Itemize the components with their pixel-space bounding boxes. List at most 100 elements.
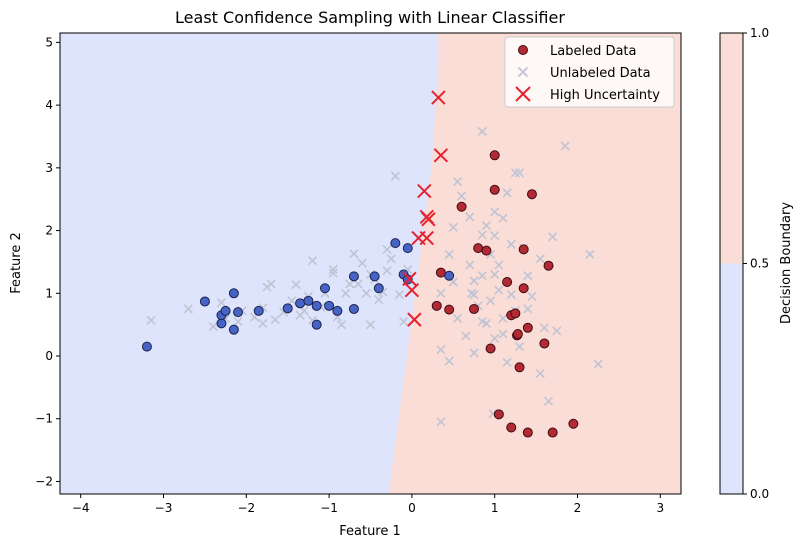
unlabeled-point: [374, 294, 384, 305]
colorbar-label: Decision Boundary: [779, 202, 794, 324]
x-tick-label: −2: [237, 501, 255, 515]
unlabeled-point: [448, 222, 458, 233]
labeled-point: [444, 304, 455, 315]
unlabeled-point: [208, 321, 218, 332]
labeled-point: [319, 283, 330, 294]
labeled-point: [539, 338, 550, 349]
labeled-point: [141, 341, 152, 352]
unlabeled-point: [307, 256, 318, 266]
unlabeled-point: [490, 269, 500, 280]
unlabeled-point: [365, 320, 376, 330]
labeled-point: [233, 307, 244, 318]
high-uncertainty-point: [421, 212, 436, 227]
legend-marker-unlabeled: [517, 66, 529, 78]
labeled-point: [568, 418, 579, 429]
unlabeled-point: [502, 188, 512, 198]
unlabeled-point: [527, 291, 537, 301]
unlabeled-point: [444, 356, 454, 366]
x-axis-label: Feature 1: [339, 524, 401, 539]
x-tick-label: −1: [320, 501, 338, 515]
labeled-point: [311, 300, 322, 311]
labeled-point: [431, 300, 442, 311]
labeled-point: [295, 298, 306, 309]
y-tick-label: −2: [35, 474, 53, 488]
legend-label-labeled: Labeled Data: [550, 44, 637, 59]
unlabeled-point: [469, 289, 479, 300]
unlabeled-point: [543, 396, 554, 406]
unlabeled-point: [498, 213, 508, 223]
colorbar-ticks: 0.0 0.5 1.0: [743, 26, 769, 501]
labeled-point: [502, 277, 513, 288]
labeled-point: [456, 201, 467, 212]
unlabeled-point: [477, 230, 487, 240]
unlabeled-point: [394, 289, 405, 300]
unlabeled-point: [328, 268, 338, 278]
labeled-point: [369, 271, 380, 282]
unlabeled-point: [345, 279, 355, 289]
unlabeled-point: [233, 316, 243, 327]
unlabeled-point: [258, 318, 268, 328]
unlabeled-point: [560, 141, 570, 151]
labeled-point: [402, 243, 413, 254]
high-uncertainty-point: [417, 183, 432, 199]
unlabeled-point: [466, 288, 477, 298]
labeled-point: [522, 322, 533, 333]
unlabeled-point: [183, 304, 193, 314]
colorbar-tick-label: 1.0: [750, 26, 769, 40]
legend-label-high-uncertainty: High Uncertainty: [550, 88, 660, 103]
x-tick-label: 2: [574, 501, 582, 515]
unlabeled-point: [502, 357, 512, 367]
unlabeled-point: [436, 345, 446, 355]
unlabeled-point: [299, 306, 309, 316]
labeled-point: [522, 427, 533, 438]
unlabeled-point: [481, 220, 491, 231]
unlabeled-point: [510, 168, 520, 178]
unlabeled-points-layer: [146, 126, 603, 427]
x-tick-label: 1: [491, 501, 499, 515]
labeled-point: [199, 296, 210, 307]
labeled-point: [543, 260, 554, 271]
unlabeled-point: [523, 304, 533, 314]
labeled-point: [493, 409, 504, 420]
unlabeled-point: [477, 126, 487, 137]
unlabeled-point: [535, 254, 545, 264]
high-uncertainty-point: [433, 148, 449, 163]
unlabeled-point: [457, 191, 467, 201]
x-tick-label: 0: [408, 501, 416, 515]
labeled-point: [303, 295, 314, 306]
unlabeled-point: [382, 244, 392, 254]
y-tick-label: 2: [45, 224, 53, 238]
labeled-point: [311, 319, 322, 330]
unlabeled-point: [490, 207, 500, 217]
legend-box: [504, 36, 675, 108]
labeled-point: [518, 244, 529, 255]
labeled-point: [510, 308, 521, 319]
unlabeled-point: [382, 266, 392, 276]
labeled-point: [282, 303, 293, 314]
legend-label-unlabeled: Unlabeled Data: [550, 66, 651, 81]
y-axis-ticks: −2 −1 0 1 2 3 4 5: [35, 35, 60, 488]
labeled-point: [489, 150, 500, 161]
unlabeled-point: [452, 177, 463, 187]
labeled-point: [390, 238, 401, 249]
chart-title: Least Confidence Sampling with Linear Cl…: [175, 8, 565, 27]
plot-area: [59, 32, 682, 495]
high-uncertainty-points-layer: [402, 90, 449, 327]
unlabeled-point: [270, 315, 280, 325]
unlabeled-point: [477, 316, 487, 327]
labeled-point: [253, 305, 264, 316]
unlabeled-point: [506, 289, 516, 300]
unlabeled-point: [452, 313, 463, 323]
decision-region-class1: [388, 33, 681, 494]
labeled-point: [348, 303, 359, 314]
labeled-point: [348, 271, 359, 282]
unlabeled-point: [514, 168, 525, 178]
colorbar-segment-class0: [720, 263, 743, 494]
unlabeled-point: [465, 260, 475, 270]
legend-marker-labeled: [518, 45, 528, 55]
unlabeled-point: [477, 271, 487, 281]
labeled-point: [373, 283, 384, 294]
unlabeled-point: [444, 249, 454, 259]
unlabeled-point: [328, 264, 338, 275]
y-tick-label: 3: [45, 161, 53, 175]
